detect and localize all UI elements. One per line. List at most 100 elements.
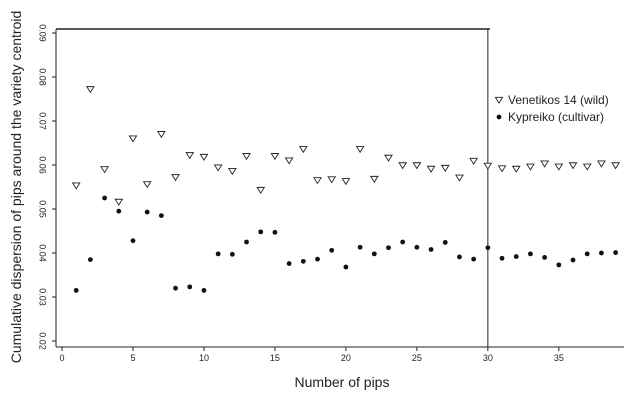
venetikos-point: [526, 163, 535, 171]
y-tick-label: 0.09: [38, 24, 48, 42]
x-tick-label: 25: [412, 353, 422, 363]
y-tick-label: 0.07: [38, 112, 48, 130]
venetikos-point: [398, 162, 408, 170]
venetikos-point: [100, 166, 109, 174]
kypreiko-point: [584, 251, 590, 257]
venetikos-point: [199, 153, 209, 161]
y-tick-label: 0.06: [38, 156, 48, 174]
kypreiko-point: [542, 255, 548, 260]
x-tick-label: 10: [199, 353, 209, 363]
venetikos-point: [128, 135, 138, 143]
x-tick-label: 30: [483, 353, 493, 363]
data-marks: [71, 86, 621, 293]
kypreiko-point: [556, 262, 562, 268]
venetikos-point: [568, 162, 578, 170]
venetikos-point: [426, 165, 436, 173]
x-axis-label: Number of pips: [295, 374, 390, 390]
kypreiko-point: [73, 288, 79, 293]
kypreiko-point: [130, 238, 136, 244]
kypreiko-point: [513, 254, 519, 259]
legend-marker-venetikos: [494, 96, 504, 104]
kypreiko-point: [528, 251, 533, 257]
y-tick-label: 0.02: [38, 332, 48, 350]
kypreiko-point: [173, 285, 178, 291]
kypreiko-point: [229, 251, 235, 257]
y-tick-label: 0.05: [38, 200, 48, 218]
venetikos-point: [469, 157, 479, 165]
kypreiko-point: [102, 195, 107, 201]
venetikos-point: [71, 182, 81, 190]
venetikos-point: [455, 174, 464, 182]
kypreiko-point: [457, 254, 462, 260]
venetikos-point: [384, 154, 393, 162]
kypreiko-point: [158, 213, 164, 219]
kypreiko-point: [386, 245, 391, 251]
kypreiko-point: [442, 240, 448, 245]
kypreiko-point: [613, 250, 619, 255]
y-axis: 0.02 0.03 0.04 0.05 0.06 0.07 0.08 0.09: [38, 24, 56, 350]
kypreiko-point: [144, 209, 150, 215]
venetikos-point: [611, 162, 621, 170]
venetikos-point: [298, 146, 308, 154]
kypreiko-point: [272, 229, 278, 235]
venetikos-point: [511, 165, 521, 173]
venetikos-point: [142, 181, 152, 189]
venetikos-point: [483, 162, 493, 170]
kypreiko-point: [428, 247, 434, 252]
venetikos-point: [114, 198, 124, 206]
kypreiko-point: [116, 208, 122, 214]
venetikos-point: [355, 146, 365, 154]
venetikos-point: [185, 152, 195, 160]
kypreiko-point: [599, 250, 604, 256]
x-tick-label: 0: [59, 353, 64, 363]
kypreiko-point: [329, 247, 335, 253]
x-axis: 0510152025303540: [59, 347, 625, 363]
venetikos-point: [313, 177, 322, 185]
venetikos-point: [554, 163, 564, 171]
venetikos-point: [85, 86, 95, 94]
plot-frame: [55, 28, 624, 348]
y-tick-label: 0.03: [38, 288, 48, 306]
venetikos-point: [171, 174, 180, 182]
legend-label: Venetikos 14 (wild): [508, 93, 609, 107]
venetikos-point: [582, 163, 592, 171]
kypreiko-point: [215, 251, 221, 257]
kypreiko-point: [357, 244, 363, 250]
venetikos-point: [242, 153, 251, 161]
kypreiko-point: [485, 245, 491, 251]
kypreiko-point: [471, 256, 477, 262]
kypreiko-point: [258, 229, 264, 235]
kypreiko-point: [315, 256, 320, 262]
kypreiko-point: [343, 264, 349, 270]
legend: Venetikos 14 (wild) Kypreiko (cultivar): [494, 93, 609, 124]
venetikos-point: [497, 165, 507, 173]
venetikos-point: [540, 160, 550, 168]
legend-marker-kypreiko: [496, 114, 502, 120]
venetikos-point: [284, 157, 294, 165]
kypreiko-point: [300, 258, 306, 264]
venetikos-point: [369, 175, 379, 183]
venetikos-point: [327, 176, 337, 184]
kypreiko-point: [286, 261, 292, 266]
kypreiko-point: [187, 284, 193, 290]
venetikos-point: [156, 131, 166, 139]
y-tick-label: 0.04: [38, 244, 48, 262]
venetikos-point: [440, 164, 450, 172]
x-tick-label: 35: [554, 353, 564, 363]
y-axis-label: Cumulative dispersion of pips around the…: [8, 11, 24, 364]
legend-label: Kypreiko (cultivar): [508, 110, 604, 124]
y-tick-label: 0.08: [38, 68, 48, 86]
kypreiko-point: [570, 257, 576, 263]
venetikos-point: [412, 162, 422, 170]
kypreiko-point: [499, 255, 505, 261]
kypreiko-point: [87, 257, 93, 262]
kypreiko-point: [371, 251, 377, 257]
venetikos-point: [341, 178, 351, 186]
x-tick-label: 15: [270, 353, 280, 363]
kypreiko-point: [400, 239, 406, 245]
venetikos-point: [213, 164, 223, 172]
kypreiko-point: [414, 244, 420, 250]
venetikos-point: [270, 153, 280, 161]
x-tick-label: 5: [130, 353, 135, 363]
